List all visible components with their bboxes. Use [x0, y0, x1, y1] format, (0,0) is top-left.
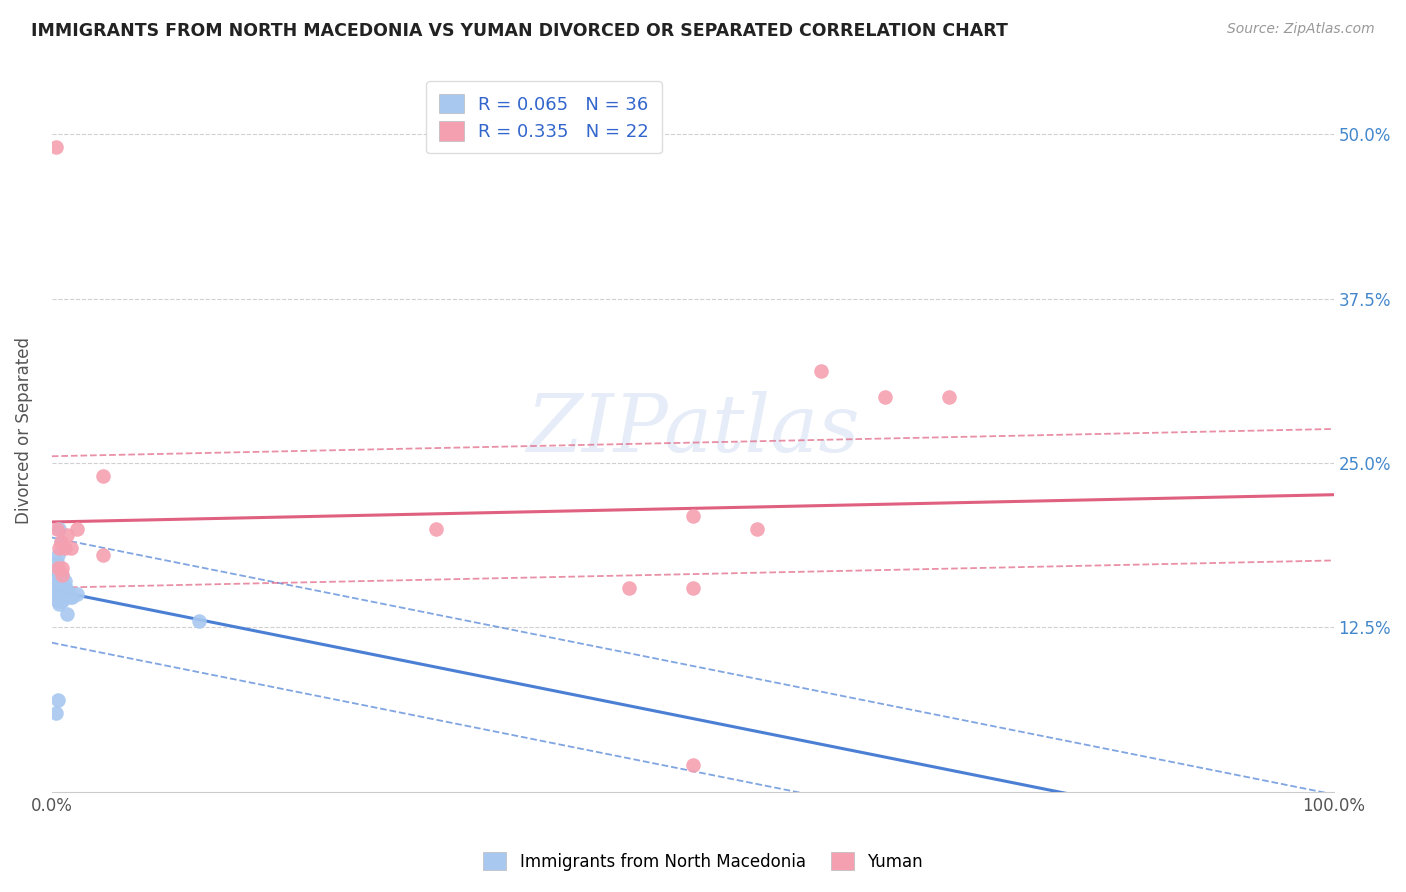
- Point: [45, 590, 67, 604]
- Point: [682, 581, 704, 595]
- Point: [46, 594, 69, 608]
- Point: [66, 522, 89, 536]
- Legend: R = 0.065   N = 36, R = 0.335   N = 22: R = 0.065 N = 36, R = 0.335 N = 22: [426, 81, 662, 153]
- Point: [48, 597, 70, 611]
- Point: [56, 528, 79, 542]
- Point: [45, 587, 67, 601]
- Point: [45, 577, 67, 591]
- Point: [425, 522, 447, 536]
- Text: IMMIGRANTS FROM NORTH MACEDONIA VS YUMAN DIVORCED OR SEPARATED CORRELATION CHART: IMMIGRANTS FROM NORTH MACEDONIA VS YUMAN…: [31, 22, 1008, 40]
- Point: [53, 574, 76, 589]
- Point: [51, 567, 73, 582]
- Point: [617, 581, 640, 595]
- Point: [45, 706, 67, 720]
- Point: [48, 522, 70, 536]
- Point: [48, 581, 70, 595]
- Point: [51, 594, 73, 608]
- Point: [52, 590, 75, 604]
- Point: [682, 508, 704, 523]
- Point: [49, 590, 72, 604]
- Point: [51, 567, 73, 582]
- Point: [46, 587, 69, 601]
- Text: Source: ZipAtlas.com: Source: ZipAtlas.com: [1227, 22, 1375, 37]
- Point: [59, 541, 82, 556]
- Legend: Immigrants from North Macedonia, Yuman: Immigrants from North Macedonia, Yuman: [475, 844, 931, 880]
- Point: [44, 567, 66, 582]
- Point: [53, 590, 76, 604]
- Point: [873, 390, 896, 404]
- Y-axis label: Divorced or Separated: Divorced or Separated: [15, 336, 32, 524]
- Point: [45, 522, 67, 536]
- Text: ZIPatlas: ZIPatlas: [526, 392, 859, 469]
- Point: [42, 581, 65, 595]
- Point: [45, 572, 67, 586]
- Point: [810, 364, 832, 378]
- Point: [59, 590, 82, 604]
- Point: [53, 541, 76, 556]
- Point: [46, 692, 69, 706]
- Point: [45, 583, 67, 598]
- Point: [91, 469, 114, 483]
- Point: [745, 522, 768, 536]
- Point: [46, 561, 69, 575]
- Point: [938, 390, 960, 404]
- Point: [45, 555, 67, 569]
- Point: [49, 534, 72, 549]
- Point: [48, 541, 70, 556]
- Point: [44, 574, 66, 589]
- Point: [45, 140, 67, 154]
- Point: [45, 584, 67, 599]
- Point: [60, 590, 83, 604]
- Point: [45, 564, 67, 578]
- Point: [52, 577, 75, 591]
- Point: [51, 561, 73, 575]
- Point: [46, 548, 69, 562]
- Point: [58, 584, 80, 599]
- Point: [66, 587, 89, 601]
- Point: [682, 758, 704, 772]
- Point: [46, 567, 69, 582]
- Point: [188, 614, 211, 628]
- Point: [56, 607, 79, 622]
- Point: [55, 581, 77, 595]
- Point: [91, 548, 114, 562]
- Point: [49, 534, 72, 549]
- Point: [45, 578, 67, 592]
